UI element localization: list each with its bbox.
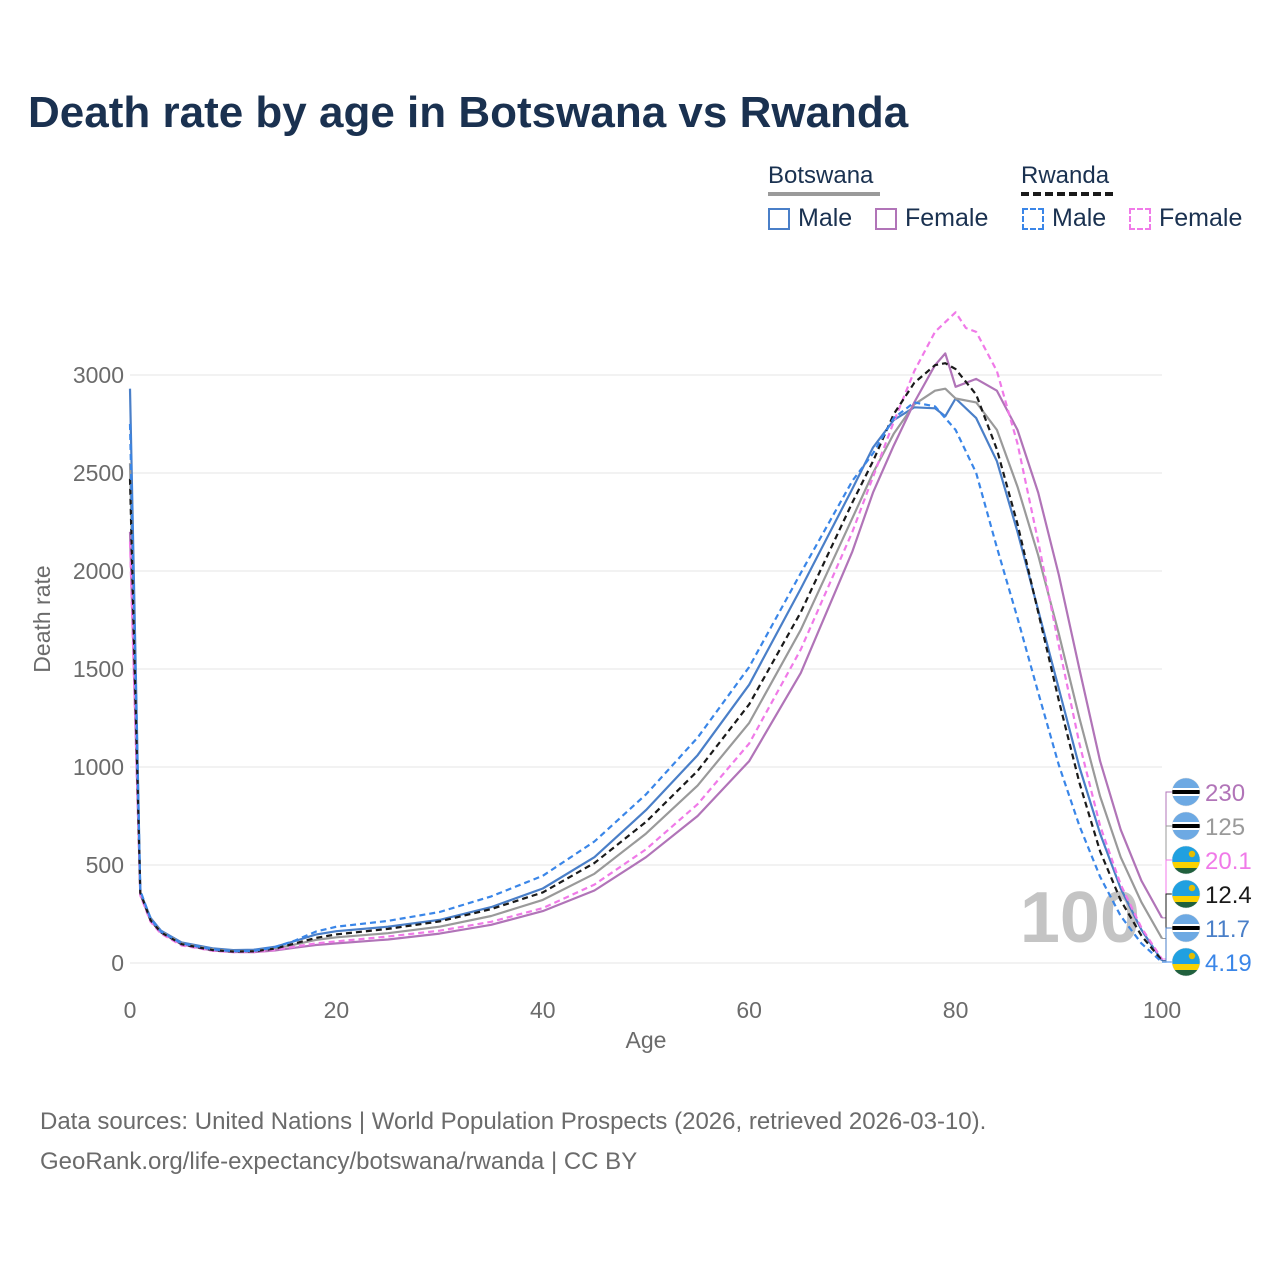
y-tick-label: 500 [86,852,124,878]
y-tick-label: 1000 [73,754,124,780]
leader-line [1162,893,1172,962]
flag-botswana-icon [1171,777,1201,807]
legend-rwanda-female-swatch [1129,208,1151,230]
y-tick-label: 2500 [73,460,124,486]
x-tick-label: 0 [124,997,137,1023]
x-tick-label: 40 [530,997,556,1023]
x-tick-label: 20 [324,997,350,1023]
x-tick-label: 80 [943,997,969,1023]
legend-rwanda-female-label: Female [1159,204,1243,232]
source-note: Data sources: United Nations | World Pop… [40,1108,987,1135]
end-value-label: 12.4 [1205,882,1252,909]
y-tick-label: 3000 [73,362,124,388]
legend-botswana-female-swatch [875,208,897,230]
legend-country-botswana: Botswana [768,162,874,189]
leader-line [1162,825,1172,939]
legend-rwanda-male-label: Male [1052,204,1107,232]
y-axis-label: Death rate [29,565,55,672]
flag-rwanda-icon [1171,845,1201,875]
flag-botswana-icon [1171,913,1201,943]
legend-botswana-female-label: Female [905,204,989,232]
legend-botswana-total-swatch [768,192,880,196]
legend-rwanda-male-swatch [1022,208,1044,230]
series-line-botswana-male [128,388,1163,962]
leader-line [1162,859,1172,960]
end-value-label: 20.1 [1205,848,1252,875]
leader-line [1162,927,1172,962]
x-tick-label: 60 [736,997,762,1023]
source-url: GeoRank.org/life-expectancy/botswana/rwa… [40,1148,638,1175]
flag-rwanda-icon [1171,947,1201,977]
x-axis-label: Age [626,1027,667,1053]
legend-country-rwanda: Rwanda [1021,162,1110,189]
y-tick-label: 2000 [73,558,124,584]
legend-botswana-male-swatch [768,208,790,230]
legend-rwanda-total-swatch [1021,192,1113,196]
flag-rwanda-icon [1171,879,1201,909]
year-watermark: 100 [1020,878,1140,958]
flag-botswana-icon [1171,811,1201,841]
y-tick-label: 1500 [73,656,124,682]
legend-group-rwanda: Rwanda [1021,162,1109,192]
chart-title: Death rate by age in Botswana vs Rwanda [28,88,909,137]
x-tick-label: 100 [1143,997,1181,1023]
series-line-botswana-female [128,352,1163,954]
series-line-rwanda-total [128,362,1163,962]
leader-line [1162,791,1172,919]
y-tick-label: 0 [111,950,124,976]
end-value-label: 125 [1205,814,1245,841]
end-value-label: 230 [1205,780,1245,807]
end-value-label: 11.7 [1205,916,1250,943]
death-rate-chart: 0 500 1000 1500 2000 2500 3000 0 20 40 60 80 100 Age D… [29,311,1252,1053]
legend-group-botswana: Botswana [768,162,873,192]
legend-botswana-male-label: Male [798,204,853,232]
end-value-label: 4.19 [1205,950,1252,977]
